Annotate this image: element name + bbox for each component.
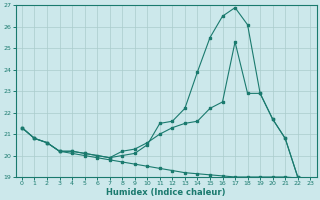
X-axis label: Humidex (Indice chaleur): Humidex (Indice chaleur): [106, 188, 226, 197]
